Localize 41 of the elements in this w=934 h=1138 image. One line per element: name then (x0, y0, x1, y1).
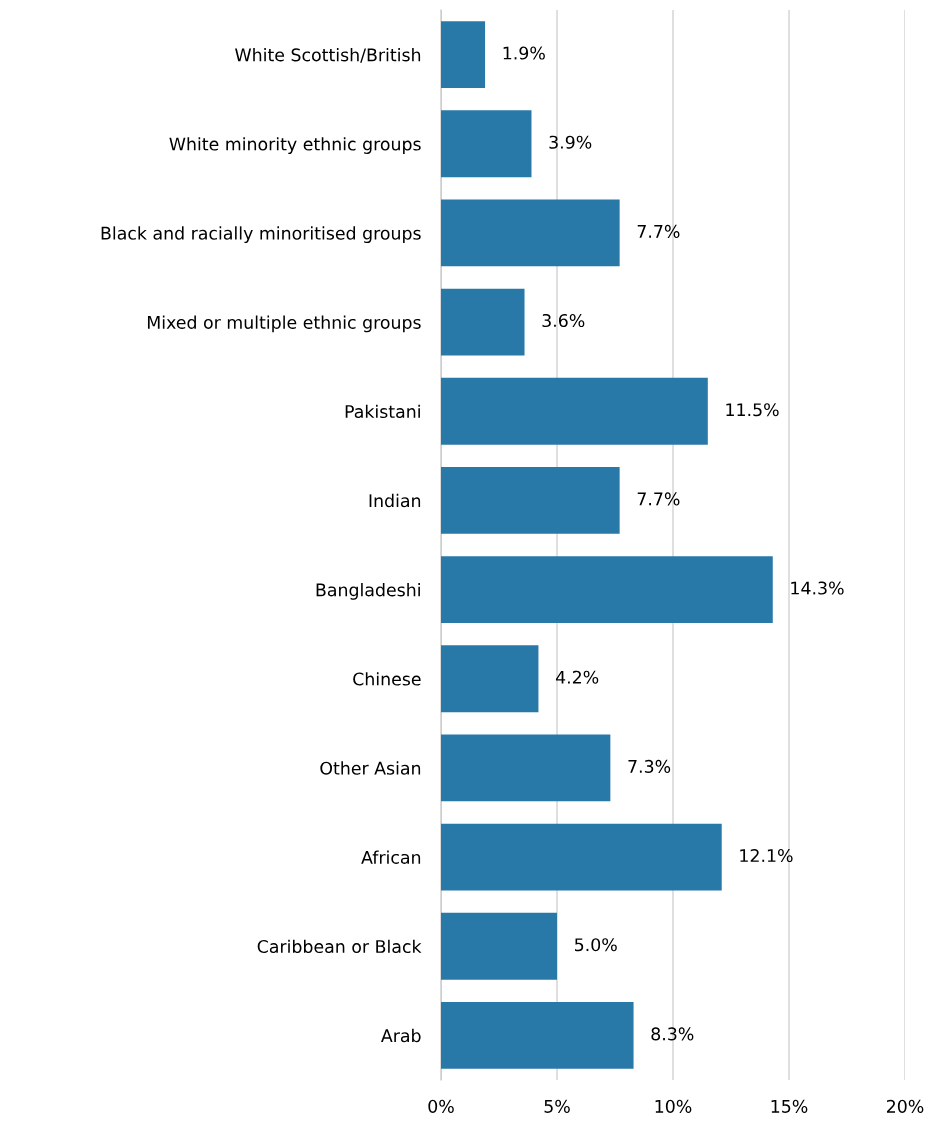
bar (441, 1001, 634, 1069)
y-tick-label: Bangladeshi (316, 582, 420, 600)
data-label: 1.9% (503, 46, 545, 60)
x-tick-label: 20% (886, 1099, 924, 1113)
data-label: 7.3% (628, 759, 671, 773)
bar (441, 110, 532, 178)
data-label: 3.6% (542, 313, 585, 328)
bar (441, 377, 708, 445)
y-tick-label: Arab (381, 1028, 421, 1043)
bar (441, 912, 557, 980)
y-tick-label: Pakistani (345, 404, 420, 419)
y-tick-label: African (361, 850, 421, 864)
data-label: 3.9% (549, 135, 592, 149)
y-tick-label: Indian (369, 493, 421, 508)
data-label: 12.1% (740, 848, 793, 863)
y-tick-label: Caribbean or Black (257, 939, 422, 954)
bar (441, 199, 620, 267)
bar (441, 466, 620, 534)
x-tick-label: 0% (428, 1099, 454, 1113)
y-tick-label: Other Asian (320, 761, 421, 775)
y-tick-label: White minority ethnic groups (169, 137, 421, 154)
x-tick-label: 15% (771, 1099, 808, 1113)
data-label: 5.0% (575, 938, 617, 952)
x-tick-label: 10% (655, 1099, 692, 1113)
bar (441, 734, 611, 802)
data-label: 11.5% (726, 403, 779, 417)
y-tick-label: Mixed or multiple ethnic groups (147, 315, 421, 333)
data-label: 14.3% (791, 581, 844, 595)
data-label: 4.2% (555, 670, 599, 684)
bar (441, 823, 722, 891)
bar (441, 288, 525, 356)
data-label: 7.7% (637, 492, 680, 506)
bar (441, 645, 539, 713)
data-label: 8.3% (651, 1027, 694, 1041)
bar (441, 21, 486, 89)
x-tick-label: 5% (544, 1099, 570, 1113)
data-label: 7.7% (637, 224, 680, 238)
y-tick-label: Black and racially minoritised groups (101, 226, 421, 244)
y-tick-label: Chinese (353, 672, 421, 686)
bar (441, 556, 773, 624)
y-tick-label: White Scottish/British (235, 47, 421, 63)
